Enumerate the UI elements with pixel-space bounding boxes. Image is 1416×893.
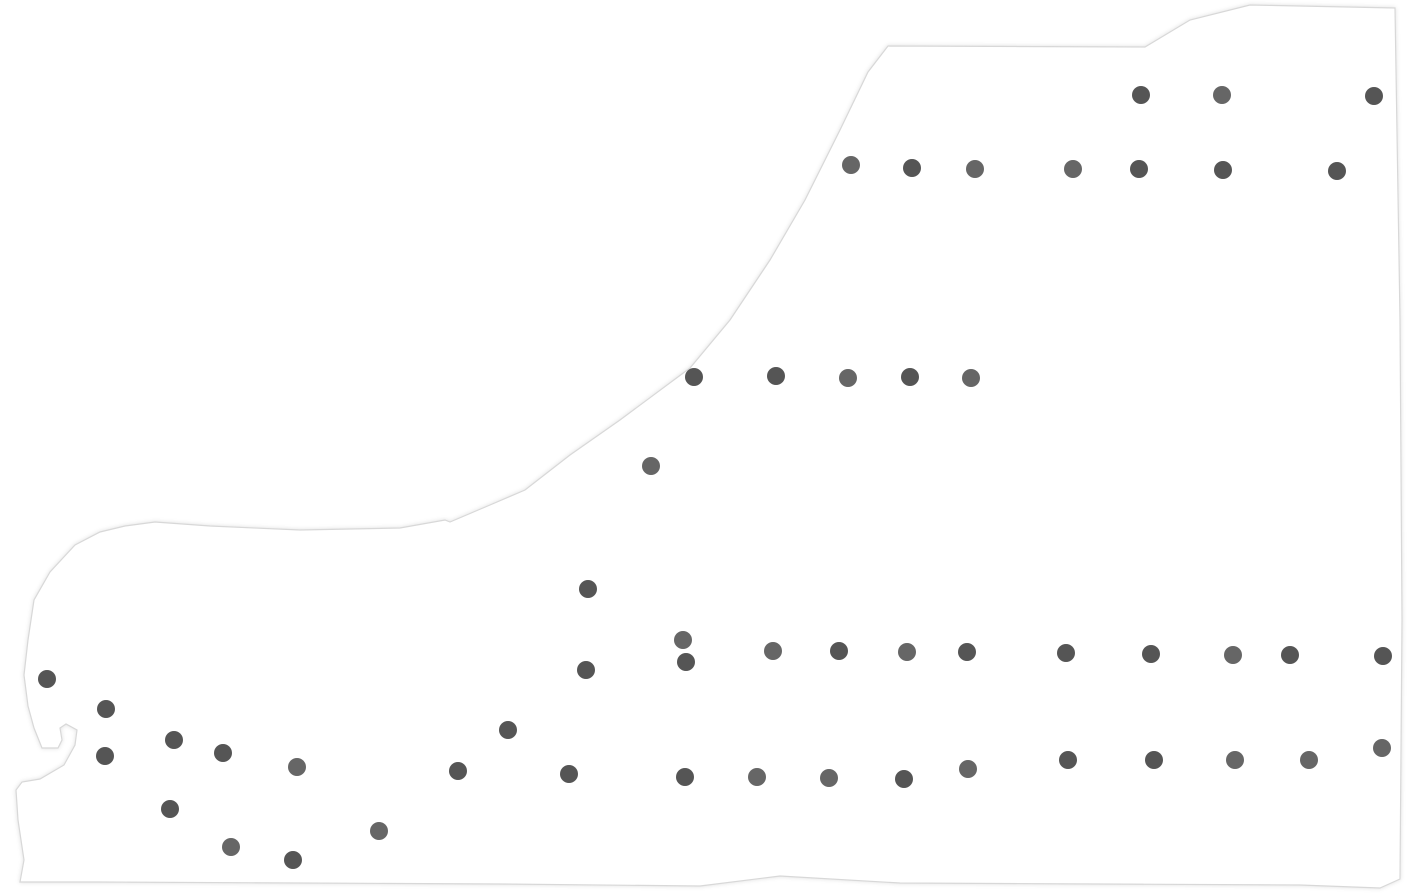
map-point-marker[interactable] xyxy=(499,721,517,739)
map-point-marker[interactable] xyxy=(288,758,306,776)
map-point-marker[interactable] xyxy=(676,768,694,786)
map-point-marker[interactable] xyxy=(1300,751,1318,769)
map-point-marker[interactable] xyxy=(677,653,695,671)
map-point-marker[interactable] xyxy=(898,643,916,661)
map-point-marker[interactable] xyxy=(1057,644,1075,662)
map-point-marker[interactable] xyxy=(449,762,467,780)
map-point-marker[interactable] xyxy=(1064,160,1082,178)
map-point-marker[interactable] xyxy=(370,822,388,840)
map-point-marker[interactable] xyxy=(579,580,597,598)
map-point-marker[interactable] xyxy=(1365,87,1383,105)
map-point-marker[interactable] xyxy=(1059,751,1077,769)
map-point-marker[interactable] xyxy=(577,661,595,679)
map-point-marker[interactable] xyxy=(830,642,848,660)
map-point-marker[interactable] xyxy=(1132,86,1150,104)
map-point-marker[interactable] xyxy=(38,670,56,688)
map-point-marker[interactable] xyxy=(820,769,838,787)
map-point-marker[interactable] xyxy=(1328,162,1346,180)
map-point-marker[interactable] xyxy=(214,744,232,762)
map-point-marker[interactable] xyxy=(901,368,919,386)
map-point-marker[interactable] xyxy=(748,768,766,786)
map-point-marker[interactable] xyxy=(642,457,660,475)
map-point-marker[interactable] xyxy=(284,851,302,869)
map-point-marker[interactable] xyxy=(767,367,785,385)
map-point-marker[interactable] xyxy=(96,747,114,765)
map-point-marker[interactable] xyxy=(1374,647,1392,665)
map-point-marker[interactable] xyxy=(1224,646,1242,664)
map-point-marker[interactable] xyxy=(674,631,692,649)
map-point-marker[interactable] xyxy=(161,800,179,818)
map-point-marker[interactable] xyxy=(1373,739,1391,757)
map-point-marker[interactable] xyxy=(1281,646,1299,664)
map-point-marker[interactable] xyxy=(1226,751,1244,769)
map-point-marker[interactable] xyxy=(1130,160,1148,178)
map-point-marker[interactable] xyxy=(839,369,857,387)
map-point-marker[interactable] xyxy=(1213,86,1231,104)
map-point-marker[interactable] xyxy=(685,368,703,386)
map-point-marker[interactable] xyxy=(1142,645,1160,663)
map-point-marker[interactable] xyxy=(764,642,782,660)
map-point-marker[interactable] xyxy=(165,731,183,749)
map-point-marker[interactable] xyxy=(842,156,860,174)
map-point-marker[interactable] xyxy=(966,160,984,178)
map-point-marker[interactable] xyxy=(1145,751,1163,769)
map-point-marker[interactable] xyxy=(962,369,980,387)
map-point-marker[interactable] xyxy=(222,838,240,856)
map-point-marker[interactable] xyxy=(1214,161,1232,179)
map-point-marker[interactable] xyxy=(560,765,578,783)
map-point-marker[interactable] xyxy=(959,760,977,778)
map-point-marker[interactable] xyxy=(903,159,921,177)
map-point-marker[interactable] xyxy=(97,700,115,718)
map-point-marker[interactable] xyxy=(958,643,976,661)
map-point-marker[interactable] xyxy=(895,770,913,788)
